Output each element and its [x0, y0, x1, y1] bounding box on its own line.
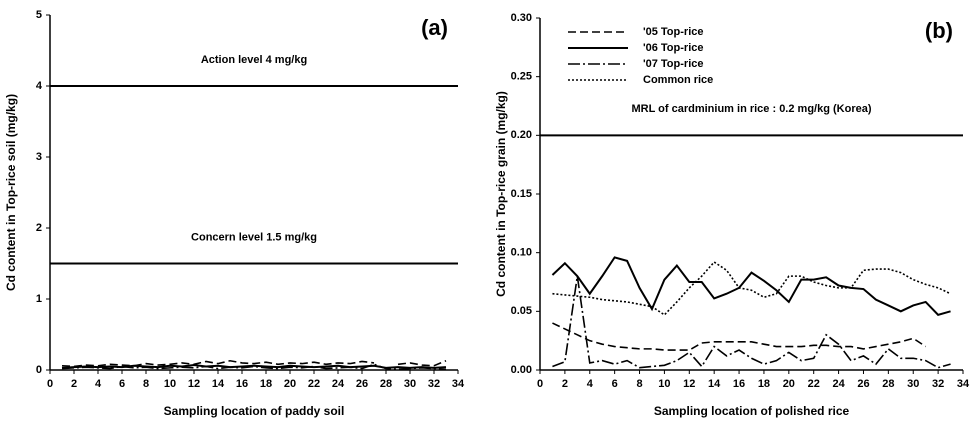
x-tick-label: 24: [332, 378, 345, 390]
x-tick-label: 22: [308, 378, 320, 390]
x-tick-label: 28: [882, 378, 894, 390]
reference-label: Concern level 1.5 mg/kg: [191, 231, 317, 243]
x-tick-label: 18: [260, 378, 272, 390]
x-tick-label: 4: [587, 378, 594, 390]
x-tick-label: 16: [236, 378, 248, 390]
data-line: [61, 359, 447, 368]
x-tick-label: 26: [356, 378, 368, 390]
x-axis-label: Sampling location of paddy soil: [164, 404, 345, 418]
x-tick-label: 18: [758, 378, 770, 390]
data-line: [551, 256, 951, 316]
data-line: [61, 364, 447, 369]
x-tick-label: 10: [164, 378, 176, 390]
data-line: [552, 276, 951, 369]
panel-title: (b): [925, 18, 953, 43]
y-tick-label: 4: [36, 80, 43, 92]
legend-label: '07 Top-rice: [643, 58, 703, 70]
x-tick-label: 12: [188, 378, 200, 390]
y-tick-label: 0.30: [511, 12, 532, 24]
x-tick-label: 30: [907, 378, 919, 390]
x-tick-label: 8: [143, 378, 149, 390]
y-tick-label: 1: [36, 293, 42, 305]
x-tick-label: 20: [284, 378, 296, 390]
y-tick-label: 0.15: [511, 188, 532, 200]
y-axis-label: Cd content in Top-rice grain (mg/kg): [494, 91, 508, 297]
y-tick-label: 5: [36, 9, 42, 21]
reference-label: MRL of cardminium in rice : 0.2 mg/kg (K…: [631, 103, 871, 115]
reference-label: Action level 4 mg/kg: [201, 54, 307, 66]
y-tick-label: 0.00: [511, 364, 532, 376]
x-tick-label: 32: [932, 378, 944, 390]
x-tick-label: 0: [47, 378, 53, 390]
x-tick-label: 32: [428, 378, 440, 390]
x-tick-label: 14: [708, 378, 721, 390]
x-tick-label: 6: [119, 378, 125, 390]
y-tick-label: 3: [36, 151, 42, 163]
legend-label: '05 Top-rice: [643, 26, 703, 38]
y-axis-label: Cd content in Top-rice soil (mg/kg): [4, 94, 18, 291]
panel-title: (a): [421, 15, 448, 40]
y-tick-label: 0.10: [511, 247, 532, 259]
data-line: [552, 261, 951, 316]
data-line: [61, 363, 447, 371]
legend-label: Common rice: [643, 74, 713, 86]
data-line: [552, 322, 927, 351]
legend-label: '06 Top-rice: [643, 42, 703, 54]
y-tick-label: 0: [36, 364, 42, 376]
x-tick-label: 2: [71, 378, 77, 390]
y-tick-label: 0.20: [511, 129, 532, 141]
x-tick-label: 10: [658, 378, 670, 390]
x-tick-label: 26: [857, 378, 869, 390]
x-axis-label: Sampling location of polished rice: [654, 404, 850, 418]
y-tick-label: 0.25: [511, 71, 532, 83]
x-tick-label: 28: [380, 378, 392, 390]
y-tick-label: 0.05: [511, 305, 532, 317]
x-tick-label: 22: [808, 378, 820, 390]
x-tick-label: 8: [636, 378, 642, 390]
x-tick-label: 34: [957, 378, 970, 390]
x-tick-label: 16: [733, 378, 745, 390]
x-tick-label: 34: [452, 378, 465, 390]
x-tick-label: 4: [95, 378, 102, 390]
x-tick-label: 0: [537, 378, 543, 390]
x-tick-label: 12: [683, 378, 695, 390]
x-tick-label: 20: [783, 378, 795, 390]
x-tick-label: 14: [212, 378, 225, 390]
x-tick-label: 2: [562, 378, 568, 390]
y-tick-label: 2: [36, 222, 42, 234]
x-tick-label: 30: [404, 378, 416, 390]
x-tick-label: 24: [832, 378, 845, 390]
x-tick-label: 6: [612, 378, 618, 390]
